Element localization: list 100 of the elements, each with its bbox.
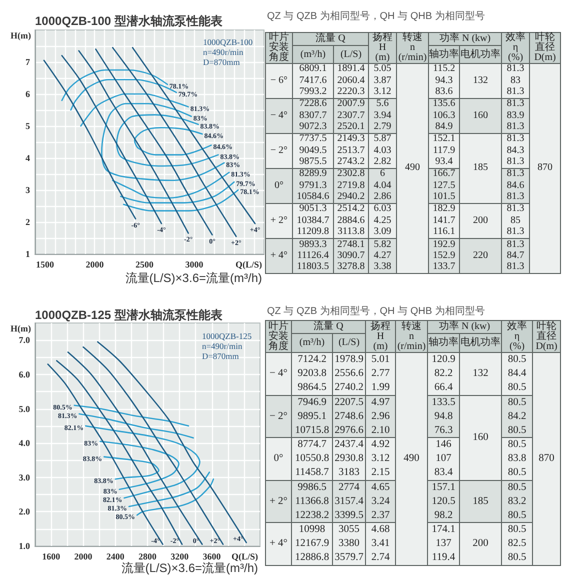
text: 12238.2: [294, 510, 330, 521]
text: 200: [472, 538, 488, 550]
text: QZ 与 QZB 为相同型号，QH 与 QHB 为相同型号: [267, 306, 485, 317]
text: 2940.2: [337, 191, 365, 202]
text: (L/S): [340, 48, 362, 60]
text: 3.12: [371, 453, 390, 464]
text: 4.68: [371, 524, 390, 536]
text: 6.03: [374, 203, 392, 214]
y-tick-label: 3: [26, 185, 30, 195]
text: 200: [473, 214, 488, 226]
text: 116.1: [432, 226, 456, 238]
text: 117.9: [432, 144, 456, 156]
text: 141.7: [432, 214, 456, 226]
text: (L/S): [338, 337, 360, 348]
text: 119.4: [432, 552, 456, 564]
text: 81.3: [506, 86, 524, 98]
text: 9791.3: [299, 180, 327, 191]
text: 2774: [338, 482, 360, 493]
x-tick-label: 3200: [170, 552, 190, 562]
text: 83.4: [434, 467, 453, 478]
text: 9875.5: [299, 156, 327, 168]
text: 7124.2: [298, 354, 326, 366]
text: 83.9: [506, 110, 524, 121]
text: 4.27: [374, 250, 392, 261]
text: 3.09: [374, 226, 392, 238]
chart-title: 1000QZB-100 型潜水轴流泵性能表: [35, 14, 224, 28]
text: 11126.4: [297, 250, 329, 261]
text: 3.87: [374, 74, 392, 86]
text: 9895.1: [298, 410, 326, 422]
text: (m³/h): [300, 48, 326, 60]
text: 185: [472, 496, 488, 507]
text: 2.37: [371, 510, 390, 521]
x-tick-label: 3600: [202, 552, 222, 562]
line-series: [61, 54, 162, 224]
y-tick-label: 2: [26, 217, 30, 227]
text: 152.1: [432, 133, 456, 144]
annotation: 1000QZB-125: [202, 331, 252, 341]
text: 4.92: [371, 439, 390, 450]
text: 490: [404, 453, 420, 464]
text: 11209.8: [296, 226, 330, 238]
text: 2740.2: [334, 382, 364, 394]
annotation: 1000QZB-100: [203, 37, 253, 47]
text: 2.96: [371, 410, 390, 422]
text: 10550.8: [294, 453, 330, 464]
text: 2719.8: [337, 180, 365, 191]
text: 80.5: [508, 524, 526, 536]
y-tick-label: 6: [26, 89, 30, 99]
text: 1891.4: [337, 63, 365, 74]
text: 81.3: [506, 121, 524, 132]
line-series: [47, 364, 164, 545]
text: − 6°: [270, 74, 288, 86]
text: QZ 与 QZB 为相同型号，QH 与 QHB 为相同型号: [267, 11, 485, 22]
text: 174.1: [432, 524, 456, 536]
text: 9051.3: [299, 203, 327, 214]
text: 9893.3: [299, 238, 327, 250]
y-tick-label: 1: [26, 249, 30, 259]
text: 120.9: [432, 354, 456, 366]
text: + 2°: [270, 214, 288, 226]
text: 7417.6: [299, 74, 327, 86]
text: 3.24: [371, 496, 390, 507]
text: 80.5: [508, 510, 526, 521]
text: 10584.6: [296, 191, 330, 202]
text: 3055: [338, 524, 360, 536]
text: 3278.8: [337, 261, 365, 272]
text: 80.5: [508, 354, 526, 366]
text: 11458.7: [295, 467, 329, 478]
text: 5.82: [374, 238, 392, 250]
text: 9049.5: [299, 144, 327, 156]
text: 3.12: [374, 86, 392, 98]
text: 80.5: [508, 424, 526, 436]
text: 83.2: [508, 496, 526, 507]
y-tick-label: 3.0: [18, 472, 30, 482]
x-tick-label: 2000: [74, 552, 93, 562]
text: 9864.5: [298, 382, 326, 394]
text: 2302.8: [337, 168, 365, 180]
text: 83: [510, 74, 521, 86]
text: 效率 η (%): [507, 320, 528, 352]
text: 8774.7: [298, 439, 326, 450]
y-tick-label: 4.0: [18, 438, 30, 448]
text: 流量(L/S)×3.6=流量(m³/h): [125, 271, 262, 285]
text: 7946.9: [298, 396, 326, 408]
text: 133.5: [432, 396, 456, 408]
text: 2513.7: [337, 144, 365, 156]
text: 11803.5: [296, 261, 330, 272]
text: 160: [472, 432, 488, 444]
y-tick-label: 5: [26, 121, 30, 131]
text: 94.8: [434, 410, 453, 422]
text: 98.2: [434, 510, 453, 521]
text: 80.5: [508, 396, 526, 408]
text: 84.7: [506, 250, 524, 261]
text: 2207.5: [334, 396, 364, 408]
x-tick-label: 1500: [36, 260, 54, 270]
text: 3183: [338, 467, 360, 478]
text: 3579.7: [334, 552, 364, 564]
x-axis-title: Q(L/S): [235, 260, 262, 270]
y-tick-label: 7.0: [18, 335, 30, 346]
text: 2.74: [371, 552, 390, 564]
text: 4.97: [371, 396, 390, 408]
text: 3399.5: [334, 510, 364, 521]
text: 870: [538, 453, 554, 464]
